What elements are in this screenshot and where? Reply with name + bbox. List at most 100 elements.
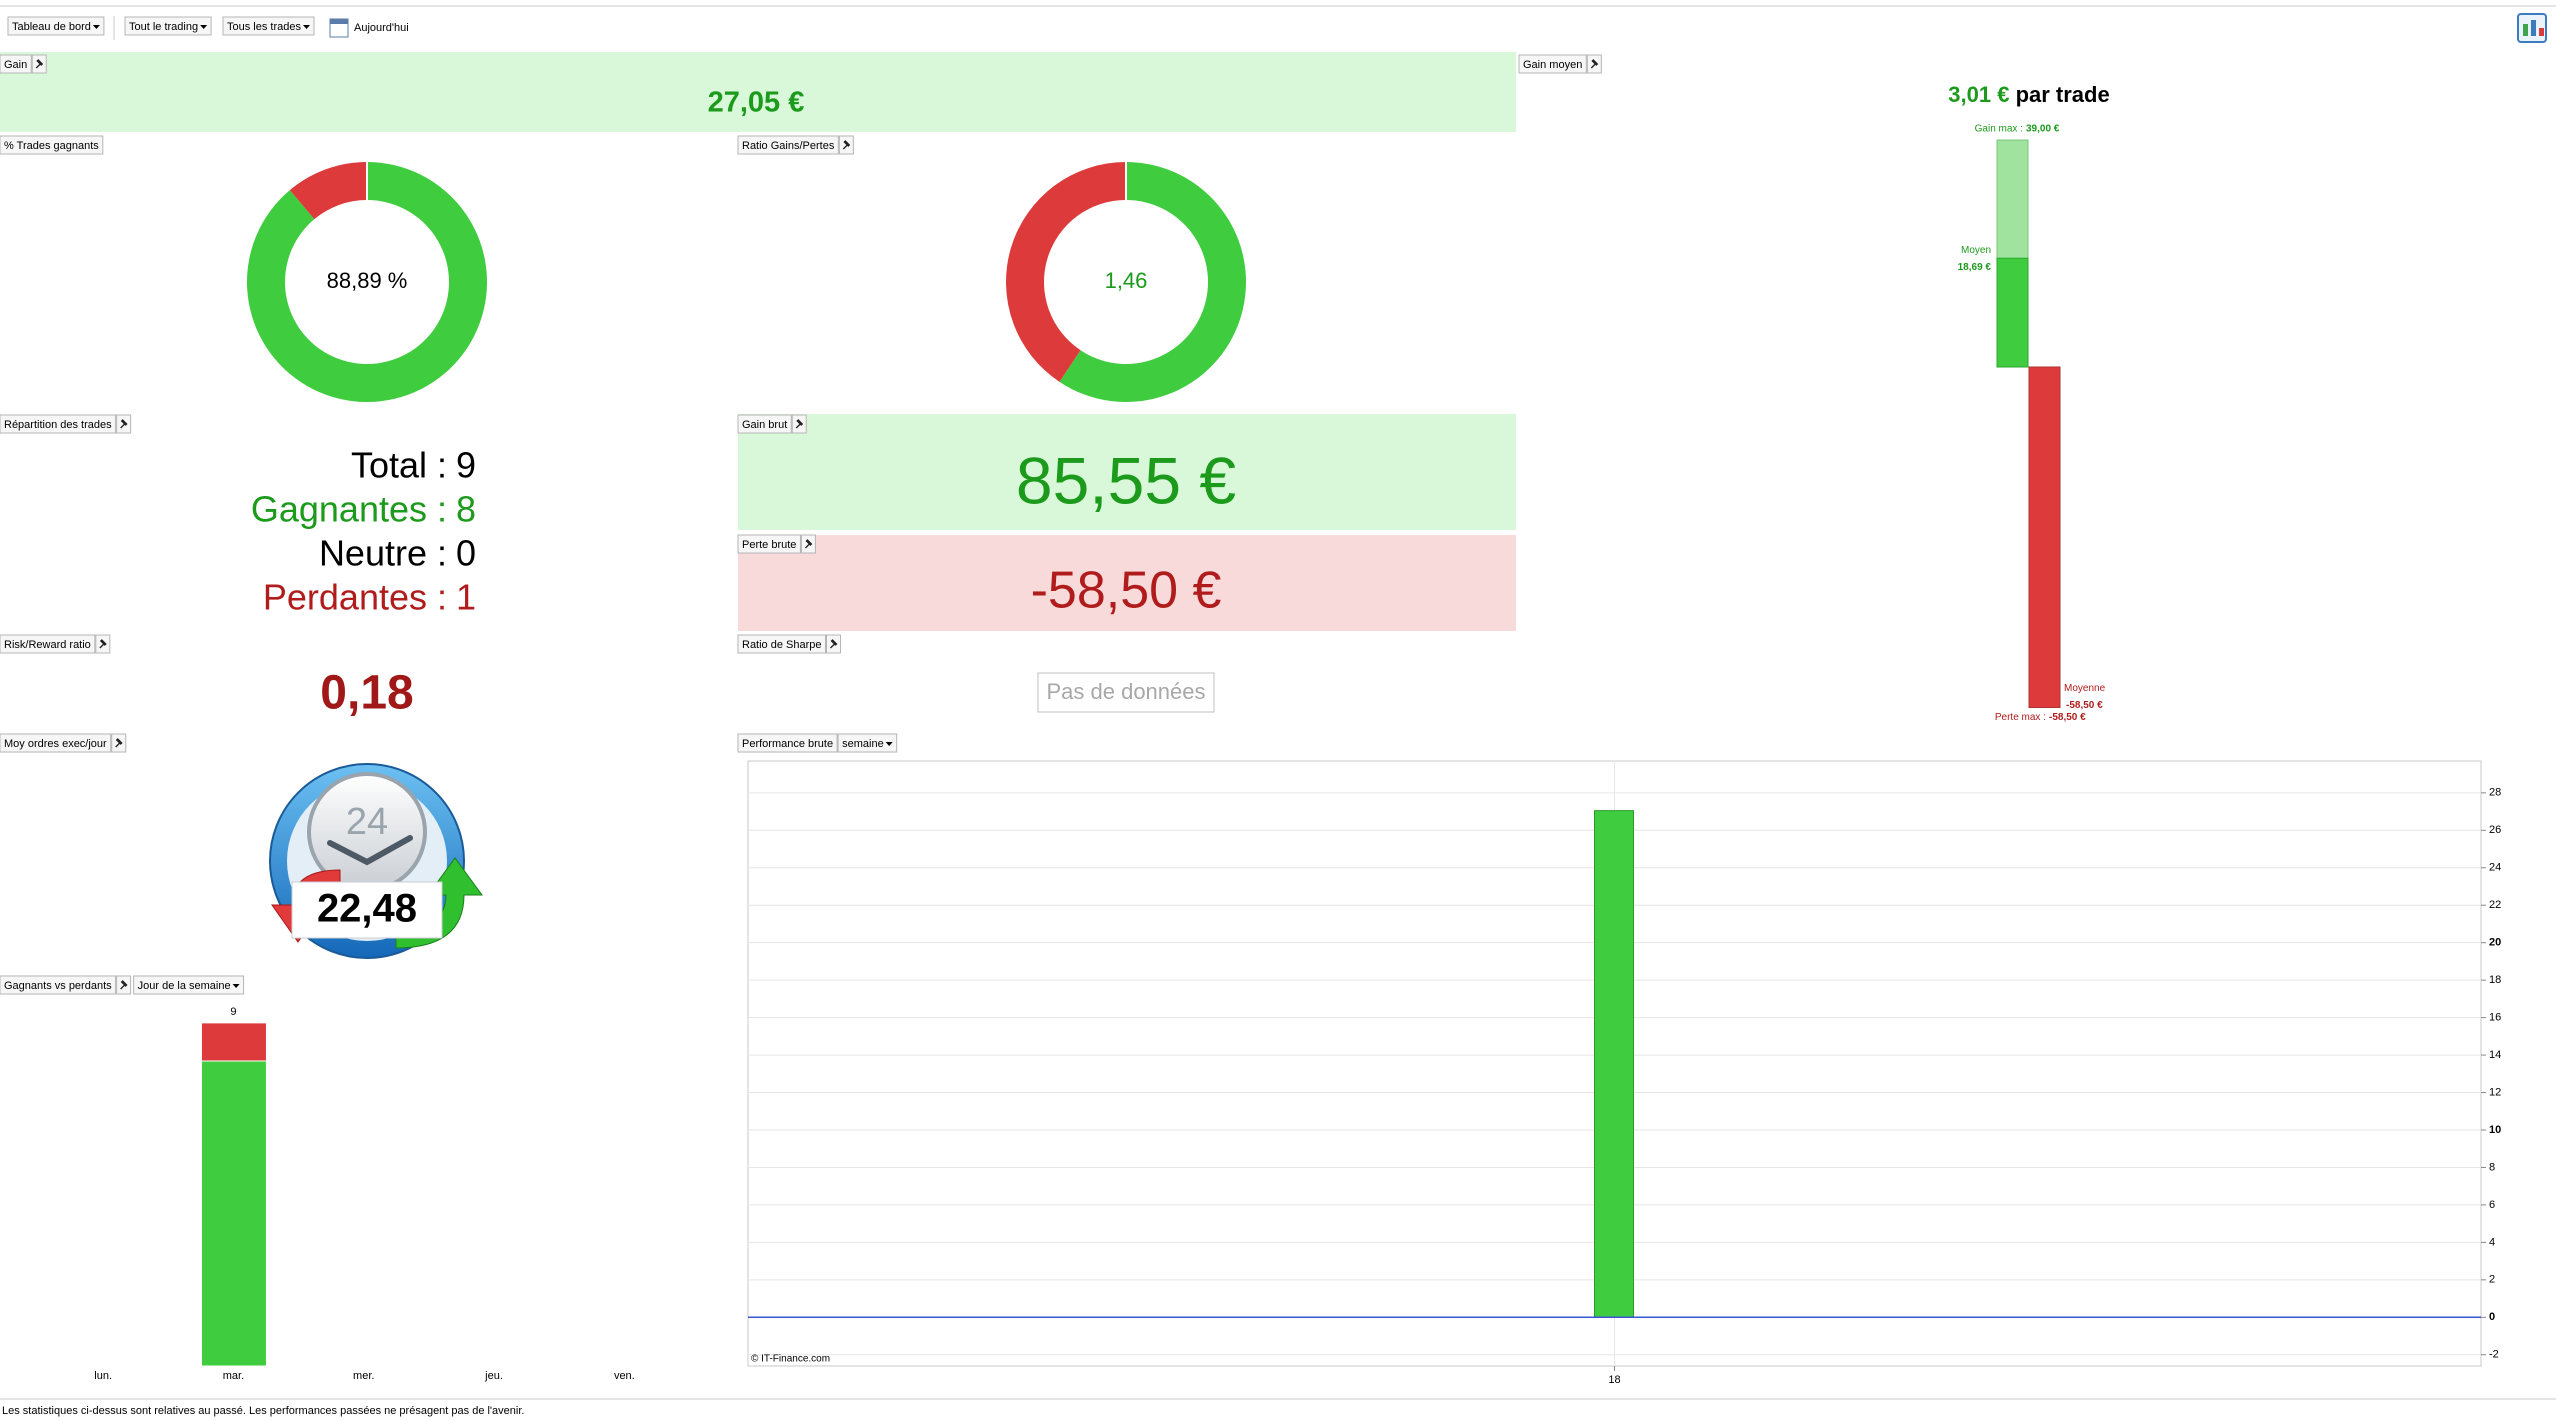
clock-hands (327, 835, 413, 866)
max-gain-name: Gain max : (1975, 124, 2023, 135)
ratio-header-label: Ratio Gains/Pertes (742, 140, 835, 152)
weekday-selector[interactable]: Jour de la semaine (133, 975, 245, 995)
avg-gain-suffix: par trade (2016, 82, 2110, 107)
risk-reward-header[interactable]: Risk/Reward ratio (0, 634, 111, 654)
weekday-header-frame (0, 975, 117, 995)
avg-loss-value: -58,50 € (2066, 700, 2103, 711)
donut-center-label: 1,46 (1105, 268, 1148, 293)
max-loss-name: Perte max : (1995, 712, 2046, 723)
y-tick-label: 18 (2489, 974, 2501, 986)
win-rate-header[interactable]: % Trades gagnants (0, 135, 104, 155)
pin-icon (99, 639, 107, 649)
dashboard-dropdown-label: Tableau de bord (12, 21, 91, 33)
y-tick-label: 4 (2489, 1236, 2495, 1248)
orders-box (291, 881, 443, 939)
weekday-header-label: Gagnants vs perdants (4, 980, 112, 992)
distribution-header[interactable]: Répartition des trades (0, 414, 132, 434)
dropdown-arrow (885, 742, 893, 746)
pin-icon (804, 539, 813, 549)
win-rate-header-label: % Trades gagnants (4, 140, 99, 152)
trading-dropdown[interactable]: Tout le trading (124, 16, 212, 36)
distribution-name: Gagnantes : (251, 489, 447, 530)
performance-selector-frame (837, 733, 898, 753)
gross-loss-header-frame (737, 534, 801, 554)
performance-header[interactable]: Performance brute (737, 733, 838, 753)
max-gain-value: 39,00 € (2026, 124, 2060, 135)
y-tick-label: 16 (2489, 1012, 2501, 1024)
pin-button (116, 414, 132, 434)
orders-header-label: Moy ordres exec/jour (4, 738, 107, 750)
gross-loss-header[interactable]: Perte brute (737, 534, 816, 554)
pin-icon (795, 419, 804, 429)
risk-reward-header-label: Risk/Reward ratio (4, 639, 91, 651)
weekday-bar (200, 1022, 267, 1062)
distribution-value: 0 (456, 533, 476, 574)
weekday-header[interactable]: Gagnants vs perdants (0, 975, 132, 995)
win-rate-header-frame (0, 135, 104, 155)
weekday-label: jeu. (484, 1370, 503, 1382)
y-tick-label: 6 (2489, 1199, 2495, 1211)
distribution-name: Total : (351, 445, 447, 486)
dropdown-arrow (232, 984, 240, 988)
orders-value: 22,48 (317, 887, 417, 931)
y-tick-label: 0 (2489, 1311, 2495, 1323)
sharpe-header-label: Ratio de Sharpe (742, 639, 822, 651)
gross-gain-value: 85,55 € (1016, 443, 1236, 517)
performance-selector-label: semaine (842, 738, 884, 750)
y-tick-label: 20 (2489, 937, 2501, 949)
app-icon[interactable] (2517, 13, 2547, 43)
donut-loss-segment (289, 162, 367, 220)
avg-gain-value: 3,01 € (1948, 82, 2009, 107)
bar (1594, 810, 1634, 1318)
trading-dropdown-frame (124, 16, 212, 36)
avg-loss-name: Moyenne (2064, 683, 2106, 694)
orders-header[interactable]: Moy ordres exec/jour (0, 733, 127, 753)
y-tick-label: 28 (2489, 787, 2501, 799)
pin-icon (842, 140, 851, 150)
trades-dropdown-label: Tous les trades (227, 21, 301, 33)
weekday-label: mar. (223, 1370, 244, 1382)
gross-gain-header-label: Gain brut (742, 419, 787, 431)
distribution-header-frame (0, 414, 117, 434)
gross-gain-header[interactable]: Gain brut (737, 414, 807, 434)
chart-credit: © IT-Finance.com (751, 1354, 830, 1365)
performance-selector[interactable]: semaine (837, 733, 898, 753)
weekday-label: ven. (614, 1370, 635, 1382)
distribution-value: 8 (456, 489, 476, 530)
dropdown-arrow (92, 25, 100, 29)
gain-header-label: Gain (4, 59, 27, 71)
weekday-label: lun. (94, 1370, 112, 1382)
avg-gain-header[interactable]: Gain moyen (1518, 54, 1602, 74)
avg-gain-bar (1996, 257, 2029, 368)
weekday-total: 9 (230, 1006, 236, 1018)
gain-value: 27,05 € (708, 87, 805, 119)
y-tick-label: 2 (2489, 1274, 2495, 1286)
sharpe-header[interactable]: Ratio de Sharpe (737, 634, 841, 654)
trades-dropdown-frame (222, 16, 315, 36)
distribution-name: Perdantes : (263, 577, 447, 618)
donut-loss-segment (1006, 162, 1126, 382)
today-button[interactable]: Aujourd'hui (354, 22, 409, 34)
avg-gain-title: 3,01 € par trade (1948, 82, 2109, 107)
dashboard-dropdown-frame (7, 16, 105, 36)
avg-win-name: Moyen (1961, 245, 1991, 256)
pin-icon (1590, 59, 1599, 69)
avg-gain-header-label: Gain moyen (1523, 59, 1582, 71)
pin-button (111, 733, 127, 753)
donut-center-label: 88,89 % (327, 268, 408, 293)
distribution-header-label: Répartition des trades (4, 419, 112, 431)
ratio-header-frame (737, 135, 839, 155)
dashboard-dropdown[interactable]: Tableau de bord (7, 16, 105, 36)
calendar-icon[interactable] (329, 18, 349, 38)
gross-loss-header-label: Perte brute (742, 539, 796, 551)
y-tick-label: 22 (2489, 899, 2501, 911)
gain-header[interactable]: Gain (0, 54, 47, 74)
risk-reward-header-frame (0, 634, 96, 654)
trades-dropdown[interactable]: Tous les trades (222, 16, 315, 36)
weekday-label: mer. (353, 1370, 374, 1382)
pin-button (95, 634, 111, 654)
sharpe-header-frame (737, 634, 826, 654)
x-tick-label: 18 (1608, 1374, 1620, 1386)
ratio-header[interactable]: Ratio Gains/Pertes (737, 135, 854, 155)
